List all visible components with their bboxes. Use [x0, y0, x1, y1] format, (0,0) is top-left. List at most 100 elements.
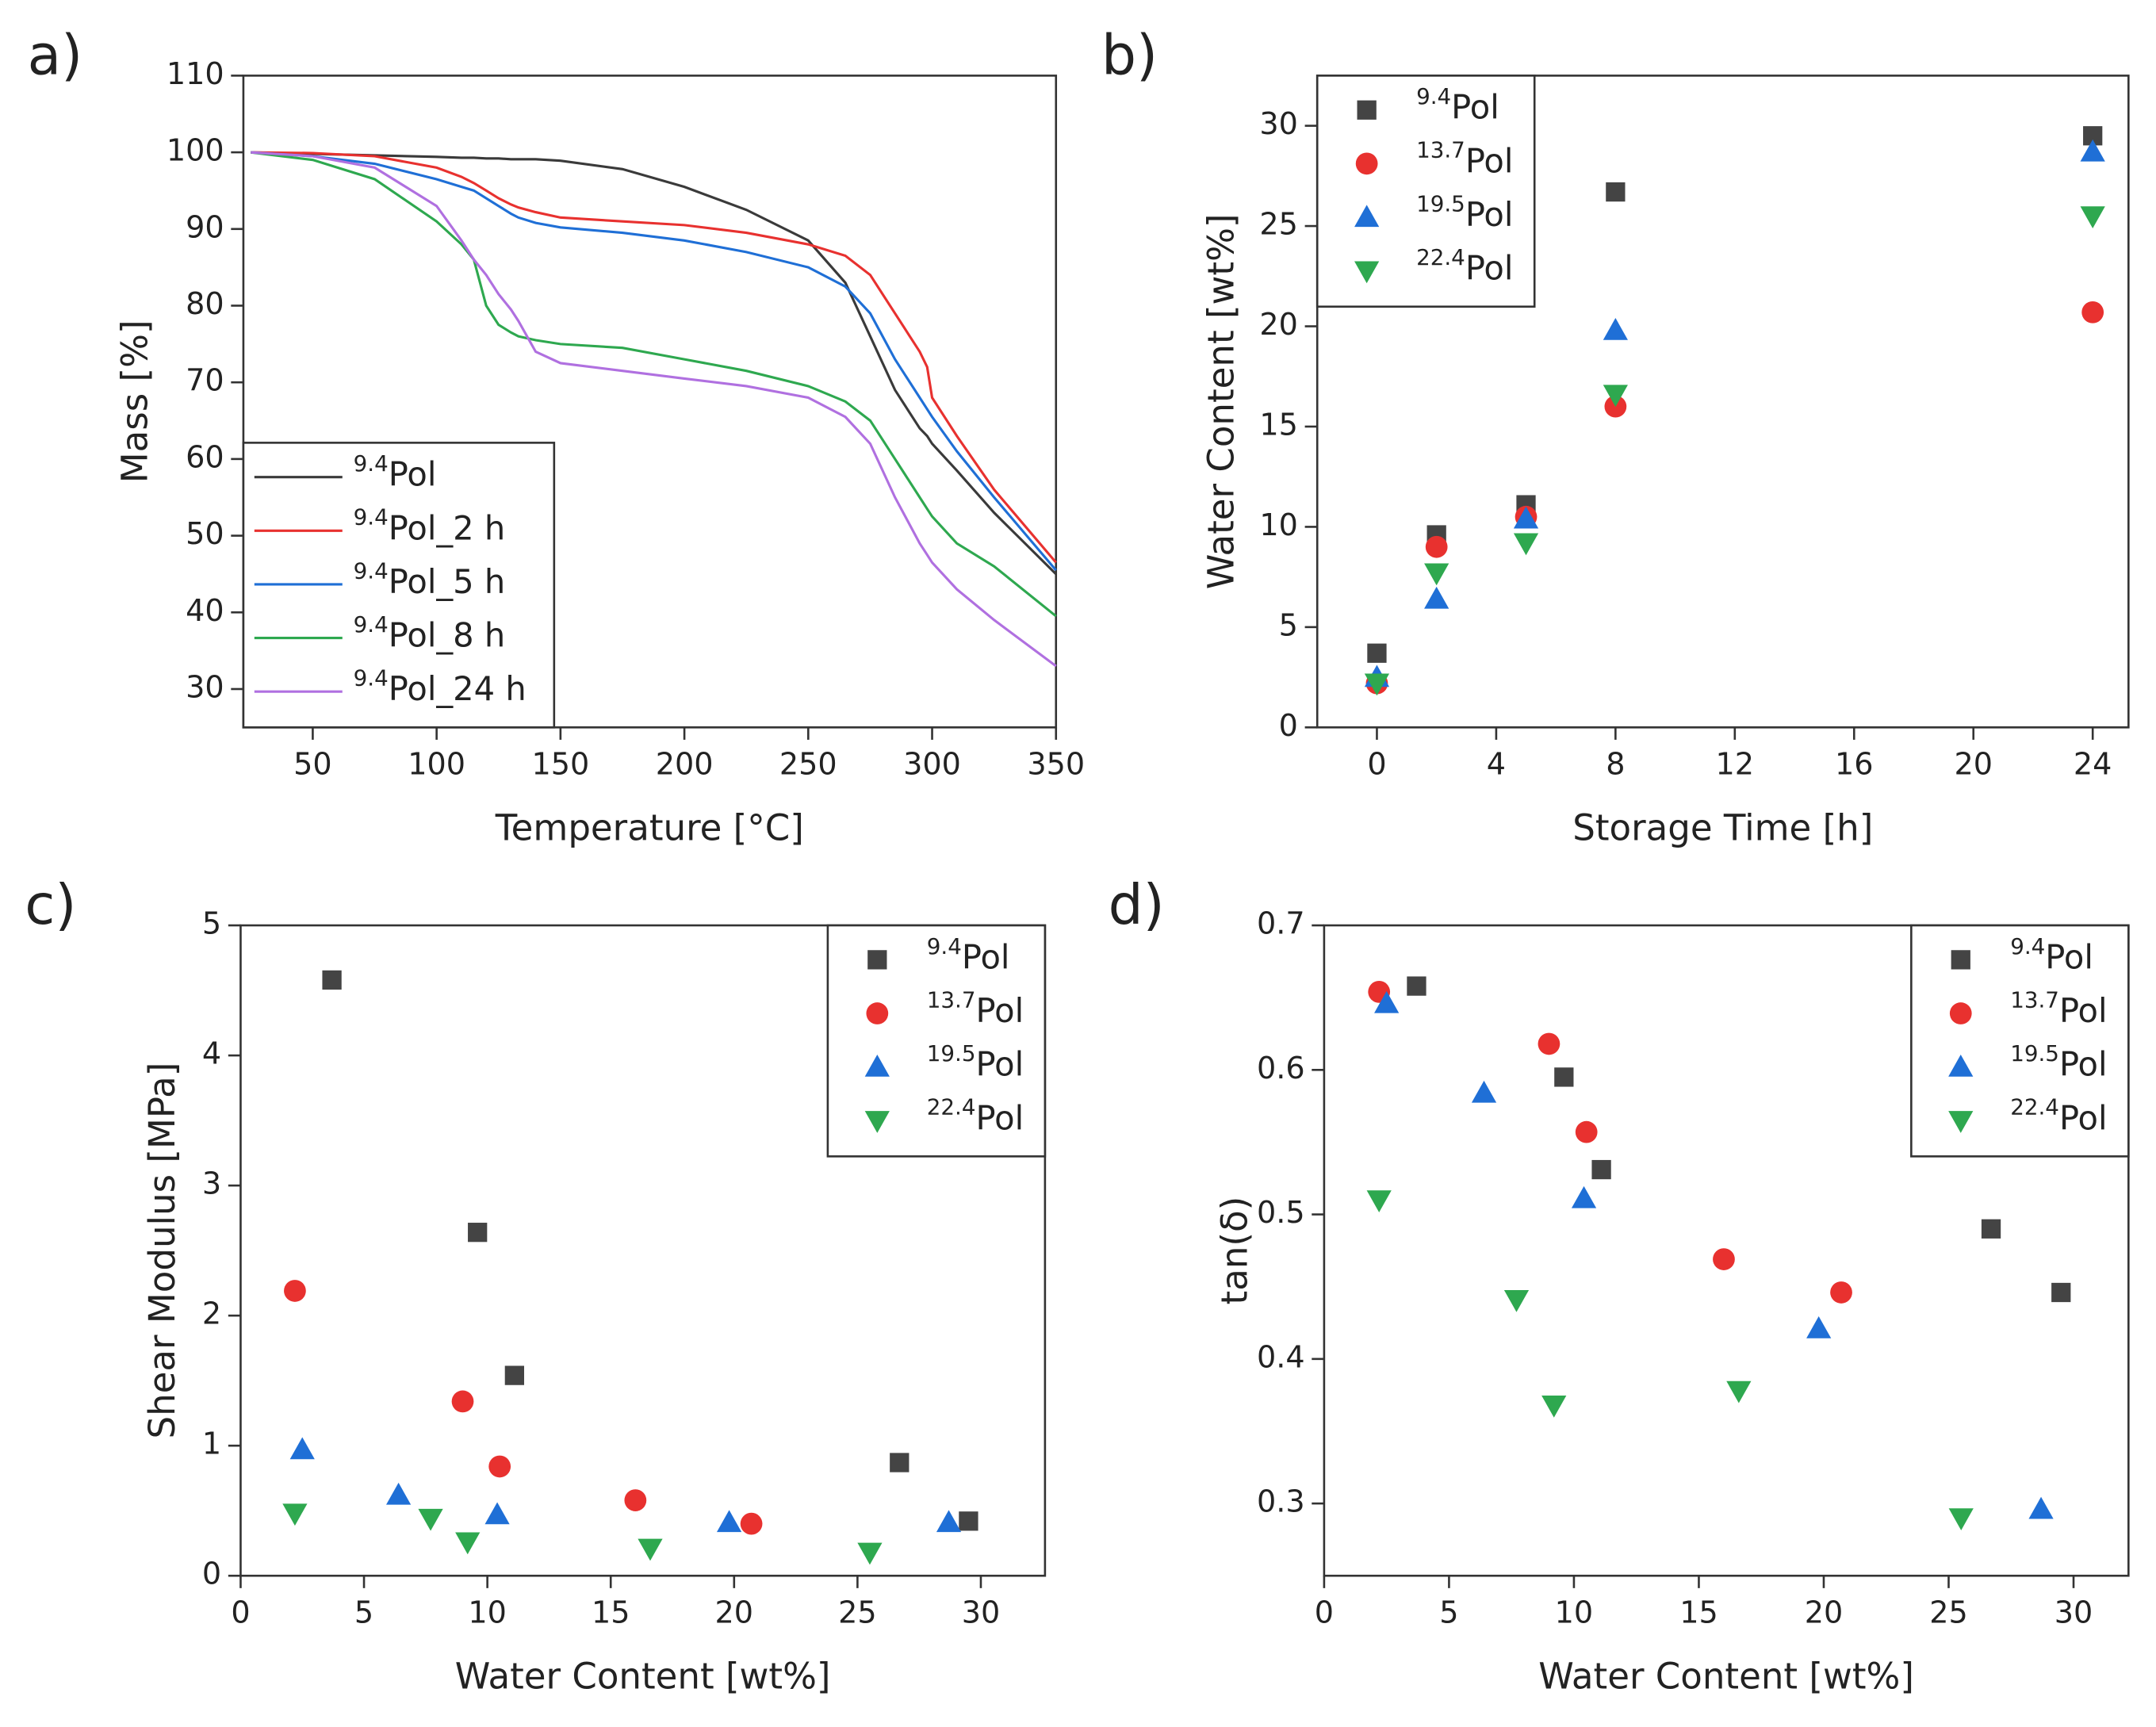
legend-label: 9.4Pol_5 h — [354, 557, 506, 601]
x-tick-label: 10 — [1555, 1595, 1594, 1629]
panel-label: a) — [28, 25, 83, 88]
y-tick-label: 70 — [186, 363, 224, 398]
legend-label: 9.4Pol — [927, 933, 1010, 977]
marker-triangle — [1354, 205, 1380, 228]
marker-triangle — [1424, 586, 1449, 609]
y-axis-title: Water Content [wt%] — [1200, 213, 1242, 589]
marker-triangle — [1366, 1190, 1392, 1212]
marker-triangle — [1948, 1055, 1974, 1077]
marker-triangle — [1726, 1380, 1752, 1403]
x-tick-label: 100 — [408, 746, 465, 781]
marker-triangle — [864, 1055, 890, 1077]
legend-label: 22.4Pol — [927, 1094, 1024, 1138]
marker-circle — [1713, 1248, 1735, 1270]
y-tick-label: 90 — [186, 209, 224, 244]
x-tick-label: 12 — [1716, 746, 1755, 781]
x-axis-title: Storage Time [h] — [1572, 806, 1873, 848]
marker-triangle — [1948, 1508, 1974, 1530]
y-tick-label: 3 — [202, 1166, 221, 1201]
y-tick-label: 0.7 — [1257, 906, 1305, 941]
marker-circle — [1949, 1002, 1972, 1024]
marker-square — [468, 1223, 488, 1243]
y-tick-label: 30 — [1259, 106, 1298, 141]
x-tick-label: 0 — [1367, 746, 1386, 781]
x-tick-label: 0 — [1315, 1595, 1334, 1629]
marker-square — [322, 970, 342, 990]
legend-label: 22.4Pol — [1416, 244, 1513, 288]
data-line — [251, 151, 1057, 618]
marker-triangle — [1374, 990, 1400, 1013]
y-tick-label: 5 — [1279, 607, 1298, 642]
marker-triangle — [1541, 1396, 1567, 1418]
x-tick-label: 10 — [468, 1595, 507, 1629]
legend-box — [826, 924, 1047, 1158]
marker-triangle — [1948, 1111, 1974, 1133]
data-line — [251, 151, 1057, 576]
marker-triangle — [1364, 673, 1390, 696]
plot-frame — [1315, 75, 2130, 729]
y-tick-label: 30 — [186, 669, 224, 704]
marker-square — [1606, 182, 1626, 202]
marker-square — [504, 1365, 524, 1385]
x-axis-title: Water Content [wt%] — [455, 1655, 831, 1697]
marker-circle — [1830, 1281, 1852, 1304]
marker-triangle — [1513, 533, 1539, 556]
marker-triangle — [857, 1542, 883, 1565]
marker-circle — [2081, 301, 2104, 324]
x-tick-label: 200 — [656, 746, 714, 781]
marker-triangle — [2080, 139, 2105, 162]
marker-circle — [284, 1280, 306, 1302]
marker-square — [1407, 976, 1426, 996]
y-tick-label: 80 — [186, 286, 224, 321]
marker-circle — [1355, 152, 1378, 175]
y-tick-label: 15 — [1259, 407, 1298, 442]
marker-circle — [866, 1002, 889, 1024]
x-tick-label: 20 — [1954, 746, 1993, 781]
panel-label: c) — [25, 874, 76, 937]
x-tick-label: 30 — [2055, 1595, 2093, 1629]
marker-triangle — [716, 1510, 742, 1533]
y-tick-label: 0.3 — [1257, 1484, 1305, 1519]
x-tick-label: 25 — [1929, 1595, 1968, 1629]
marker-square — [1554, 1067, 1574, 1087]
marker-circle — [624, 1489, 647, 1511]
x-tick-label: 150 — [531, 746, 589, 781]
marker-circle — [740, 1512, 763, 1535]
x-tick-label: 300 — [903, 746, 961, 781]
x-tick-label: 8 — [1606, 746, 1625, 781]
x-tick-label: 20 — [1805, 1595, 1844, 1629]
marker-triangle — [936, 1510, 962, 1533]
x-tick-label: 5 — [354, 1595, 373, 1629]
legend-label: 22.4Pol — [2010, 1094, 2107, 1138]
legend-label: 19.5Pol — [2010, 1040, 2107, 1084]
marker-triangle — [455, 1532, 481, 1555]
y-tick-label: 0.4 — [1257, 1339, 1305, 1374]
y-tick-label: 2 — [202, 1296, 221, 1331]
y-tick-label: 50 — [186, 516, 224, 551]
data-line — [251, 151, 1057, 668]
plot-frame — [239, 924, 1047, 1577]
y-tick-label: 40 — [186, 593, 224, 628]
panel-label: d) — [1109, 874, 1165, 937]
y-tick-label: 20 — [1259, 307, 1298, 342]
legend-label: 9.4Pol_24 h — [354, 665, 527, 709]
marker-triangle — [2080, 206, 2105, 229]
legend-label: 9.4Pol_8 h — [354, 611, 506, 655]
legend-label: 9.4Pol — [2010, 933, 2093, 977]
marker-triangle — [418, 1508, 443, 1531]
y-tick-label: 110 — [167, 56, 224, 91]
marker-triangle — [1603, 385, 1628, 408]
marker-triangle — [1603, 317, 1628, 340]
y-tick-label: 0.6 — [1257, 1051, 1305, 1086]
marker-triangle — [1806, 1315, 1832, 1338]
plot-frame — [242, 75, 1058, 729]
legend-label: 9.4Pol — [354, 450, 437, 494]
x-tick-label: 50 — [293, 746, 332, 781]
legend-label: 13.7Pol — [927, 986, 1024, 1030]
y-tick-label: 5 — [202, 906, 221, 941]
marker-triangle — [484, 1502, 510, 1525]
marker-triangle — [1424, 563, 1449, 586]
legend-label: 19.5Pol — [1416, 190, 1513, 234]
x-tick-label: 350 — [1027, 746, 1085, 781]
y-tick-label: 100 — [167, 133, 224, 168]
